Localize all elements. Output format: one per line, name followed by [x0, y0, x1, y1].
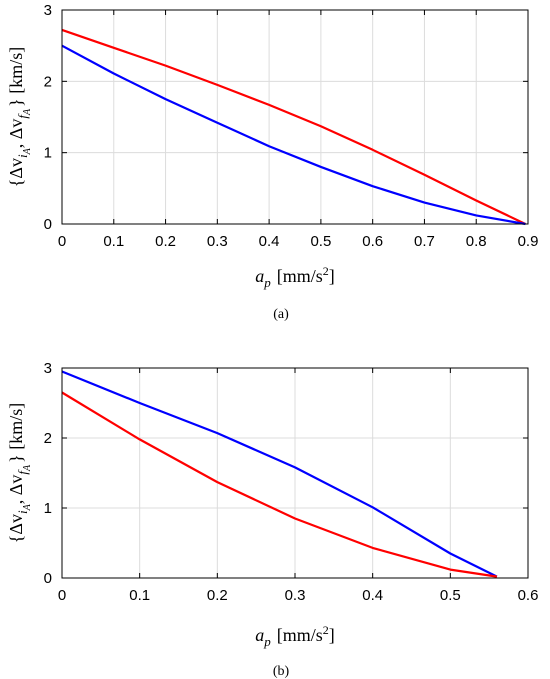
x-tick-label: 0.2: [207, 587, 228, 604]
y-label-sub2: f: [15, 113, 30, 119]
x-tick-label: 0.1: [103, 233, 124, 250]
x-label-var: a: [255, 266, 264, 286]
x-tick-label: 0.3: [285, 587, 306, 604]
y-label-close: } [km/s]: [6, 47, 26, 107]
y-label-sub1: i: [15, 510, 30, 514]
y-label-mid: , Δv: [6, 475, 26, 505]
y-tick-label: 3: [44, 360, 52, 377]
series-line-red: [61, 391, 498, 578]
y-tick-label: 0: [44, 570, 52, 587]
x-label-unit: [mm/s: [277, 266, 323, 286]
y-label-subsub1: A: [22, 147, 33, 155]
y-label-open: {Δv: [6, 514, 26, 543]
x-tick-label: 0.7: [414, 233, 435, 250]
y-label-subsub2: A: [22, 464, 33, 472]
y-label-subsub2: A: [22, 108, 33, 116]
x-tick-label: 0.3: [207, 233, 228, 250]
x-tick-label: 0.8: [466, 233, 487, 250]
x-label-unit-end: ]: [329, 625, 335, 645]
y-label-open: {Δv: [6, 158, 26, 187]
x-label-sub: p: [263, 275, 271, 290]
x-tick-label: 0.5: [310, 233, 331, 250]
y-label-mid: , Δv: [6, 119, 26, 149]
x-tick-label: 0.5: [440, 587, 461, 604]
x-label-unit-sup: 2: [323, 623, 329, 637]
axes-frame: [61, 9, 529, 225]
y-tick-label: 1: [44, 500, 52, 517]
y-tick-label: 1: [44, 145, 52, 162]
x-axis-label: ap [mm/s2]: [255, 623, 335, 649]
x-tick-label: 0: [58, 587, 66, 604]
x-tick-label: 0.6: [518, 587, 539, 604]
x-tick-label: 0.9: [518, 233, 539, 250]
panel-caption: (a): [273, 307, 289, 322]
x-label-unit-sup: 2: [323, 264, 329, 278]
x-tick-label: 0.2: [155, 233, 176, 250]
x-label-var: a: [255, 625, 264, 645]
x-tick-label: 0: [58, 233, 66, 250]
x-tick-label: 0.4: [362, 587, 383, 604]
x-tick-label: 0.6: [362, 233, 383, 250]
y-label-close: } [km/s]: [6, 403, 26, 463]
x-tick-label: 0.1: [129, 587, 150, 604]
y-tick-label: 3: [44, 2, 52, 19]
series-line-red: [61, 28, 526, 225]
y-label-subsub1: A: [22, 503, 33, 511]
y-axis-label: {ΔviA, ΔvfA} [km/s]: [6, 47, 33, 187]
y-axis-label: {ΔviA, ΔvfA} [km/s]: [6, 403, 33, 543]
x-label-unit-end: ]: [329, 266, 335, 286]
y-tick-label: 0: [44, 216, 52, 233]
x-label-unit: [mm/s: [277, 625, 323, 645]
x-label-sub: p: [263, 634, 271, 649]
series-line-blue: [61, 370, 498, 578]
y-label-sub1: i: [15, 154, 30, 158]
series-line-blue: [61, 44, 526, 226]
y-tick-label: 2: [44, 73, 52, 90]
panel-caption: (b): [273, 664, 290, 679]
x-axis-label: ap [mm/s2]: [255, 264, 335, 290]
x-tick-label: 0.4: [259, 233, 280, 250]
y-tick-label: 2: [44, 430, 52, 447]
y-label-sub2: f: [15, 469, 30, 475]
